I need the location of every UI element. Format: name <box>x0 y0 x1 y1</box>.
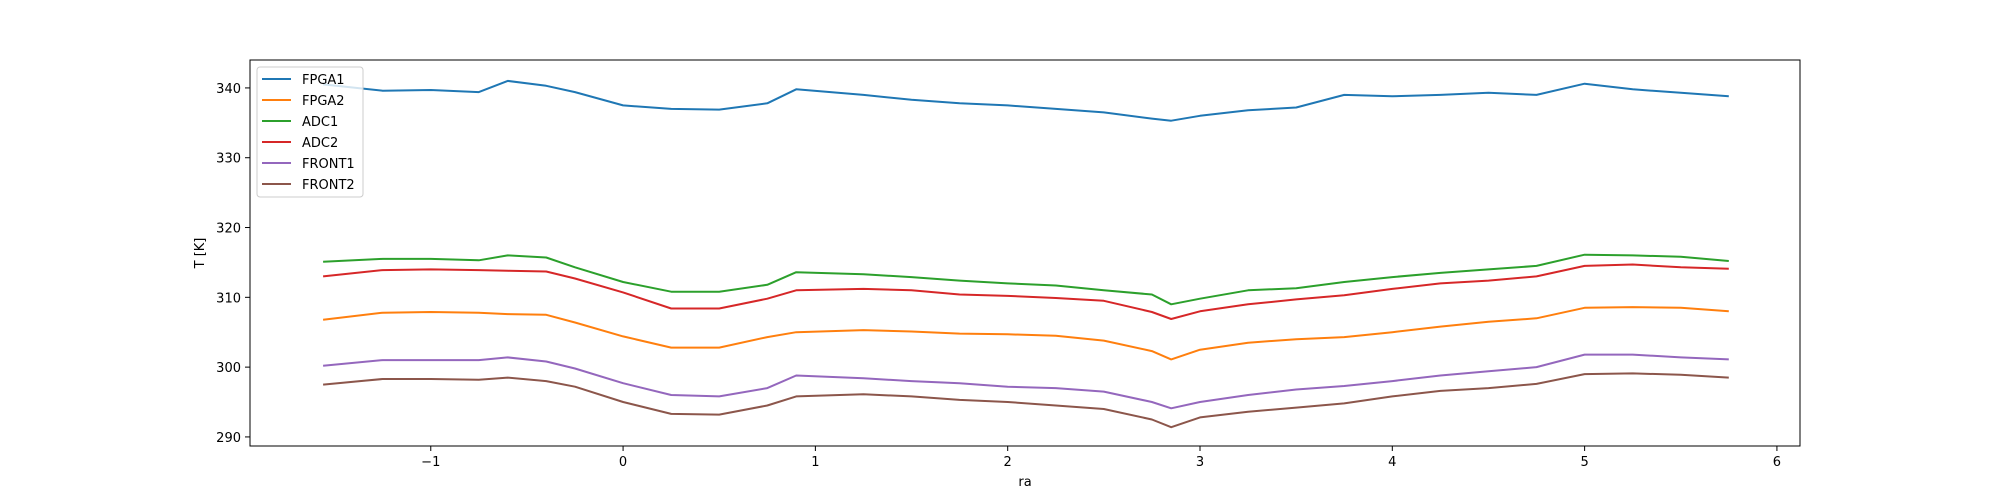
legend-label: ADC2 <box>302 136 338 151</box>
plot-frame <box>249 59 1801 447</box>
x-tick-label: 3 <box>1196 455 1204 470</box>
x-tick-label: 1 <box>811 455 819 470</box>
y-tick-label: 310 <box>216 291 241 306</box>
y-axis: 290 300 310 320 330 340 <box>216 82 250 446</box>
x-tick-label: 0 <box>619 455 627 470</box>
y-axis-label: T [K] <box>193 238 208 270</box>
x-tick-label: 2 <box>1004 455 1012 470</box>
x-tick-label: 6 <box>1773 455 1781 470</box>
y-tick-label: 290 <box>216 431 241 446</box>
series-lines <box>322 79 1729 429</box>
legend-label: FPGA1 <box>302 73 345 88</box>
legend-label: FRONT1 <box>302 157 355 172</box>
x-tick-label: 5 <box>1580 455 1588 470</box>
series-line-fpga1 <box>322 79 1729 122</box>
legend-label: FRONT2 <box>302 178 355 193</box>
y-tick-label: 340 <box>216 82 241 97</box>
y-tick-label: 300 <box>216 361 241 376</box>
y-tick-label: 320 <box>216 222 241 237</box>
series-line-front1 <box>323 353 1729 410</box>
legend-label: FPGA2 <box>302 94 345 109</box>
series-line-adc2 <box>322 263 1729 320</box>
series-line-adc1 <box>323 253 1729 306</box>
legend: FPGA1 FPGA2 ADC1 ADC2 FRONT1 FRONT2 <box>256 66 364 198</box>
series-line-fpga2 <box>322 306 1729 361</box>
legend-label: ADC1 <box>302 115 338 130</box>
x-tick-label: −1 <box>421 455 440 470</box>
x-axis: −1 0 1 2 3 4 5 6 <box>421 446 1781 470</box>
series-line-front2 <box>323 372 1729 429</box>
x-tick-label: 4 <box>1388 455 1396 470</box>
y-tick-label: 330 <box>216 152 241 167</box>
x-axis-label: ra <box>1018 475 1031 490</box>
